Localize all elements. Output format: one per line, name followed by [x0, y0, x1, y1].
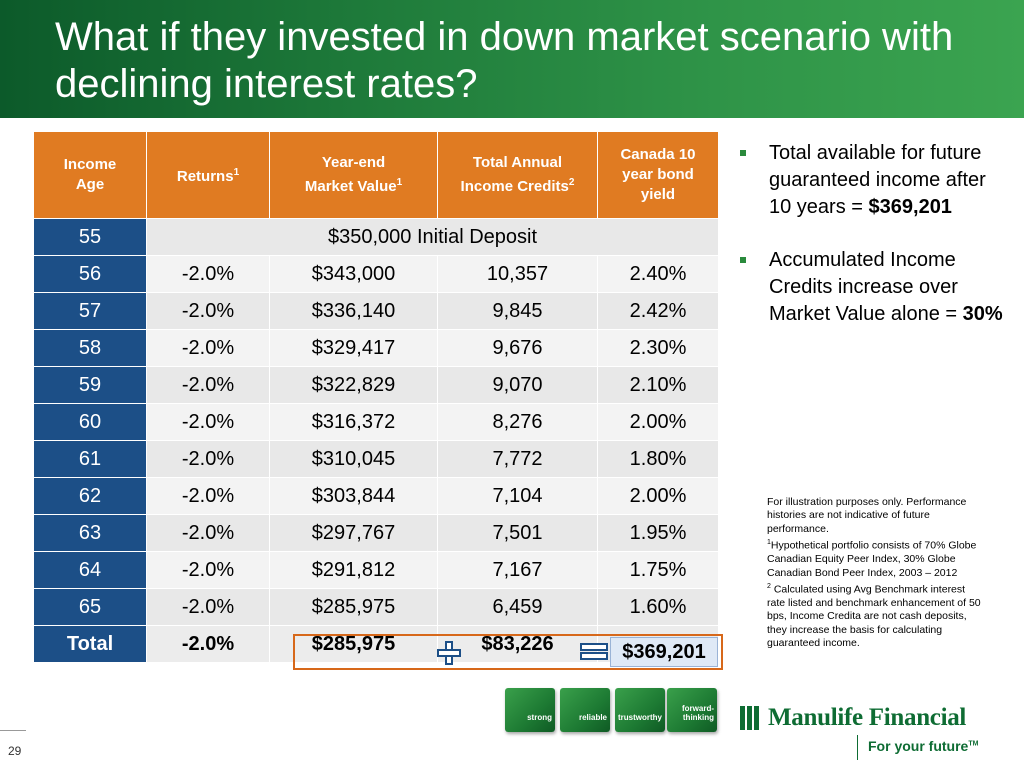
returns-cell: -2.0%	[146, 477, 270, 515]
age-cell: 59	[33, 366, 147, 404]
returns-cell: -2.0%	[146, 255, 270, 293]
market-value-cell: $336,140	[269, 292, 438, 330]
total-income-credits: $83,226	[437, 625, 598, 663]
brand-tagline: For your futureTM	[868, 738, 979, 754]
income-credits-cell: 7,772	[437, 440, 598, 478]
cube-forward-thinking: forward-thinking	[667, 688, 717, 732]
market-value-cell: $297,767	[269, 514, 438, 552]
age-cell: 57	[33, 292, 147, 330]
cube-reliable: reliable	[560, 688, 610, 732]
table-row: 64 -2.0% $291,812 7,167 1.75%	[33, 551, 719, 589]
investment-table: Income Age Returns1 Year-end Market Valu…	[33, 131, 719, 663]
table-row: 62 -2.0% $303,844 7,104 2.00%	[33, 477, 719, 515]
income-credits-cell: 7,501	[437, 514, 598, 552]
initial-deposit-cell: $350,000 Initial Deposit	[146, 218, 719, 256]
equals-icon	[580, 643, 608, 661]
table-row: 57 -2.0% $336,140 9,845 2.42%	[33, 292, 719, 330]
cube-trustworthy: trustworthy	[615, 688, 665, 732]
total-label: Total	[33, 625, 147, 663]
age-cell: 56	[33, 255, 147, 293]
returns-cell: -2.0%	[146, 403, 270, 441]
age-cell: 65	[33, 588, 147, 626]
bond-yield-cell: 1.80%	[597, 440, 719, 478]
table-row: 56 -2.0% $343,000 10,357 2.40%	[33, 255, 719, 293]
page-number-rule	[0, 730, 26, 731]
income-credits-cell: 9,676	[437, 329, 598, 367]
returns-cell: -2.0%	[146, 588, 270, 626]
market-value-cell: $310,045	[269, 440, 438, 478]
bullet-square-icon	[740, 257, 746, 263]
cube-strong: strong	[505, 688, 555, 732]
bullet-item: Total available for future guaranteed in…	[738, 140, 1008, 221]
market-value-cell: $291,812	[269, 551, 438, 589]
bond-yield-cell: 2.00%	[597, 403, 719, 441]
title-banner: What if they invested in down market sce…	[0, 0, 1024, 118]
bond-yield-cell: 2.42%	[597, 292, 719, 330]
age-cell: 60	[33, 403, 147, 441]
header-income-credits: Total Annual Income Credits2	[437, 131, 598, 219]
bullet-list: Total available for future guaranteed in…	[738, 140, 1008, 354]
header-market-value: Year-end Market Value1	[269, 131, 438, 219]
bond-yield-cell: 1.75%	[597, 551, 719, 589]
table-row: 58 -2.0% $329,417 9,676 2.30%	[33, 329, 719, 367]
market-value-cell: $316,372	[269, 403, 438, 441]
age-cell: 55	[33, 218, 147, 256]
income-credits-cell: 9,845	[437, 292, 598, 330]
income-credits-cell: 10,357	[437, 255, 598, 293]
footnote: For illustration purposes only. Performa…	[767, 496, 981, 650]
page-number: 29	[8, 744, 22, 758]
table-row-initial: 55 $350,000 Initial Deposit	[33, 218, 719, 256]
header-returns: Returns1	[146, 131, 270, 219]
bond-yield-cell: 2.30%	[597, 329, 719, 367]
market-value-cell: $322,829	[269, 366, 438, 404]
returns-cell: -2.0%	[146, 292, 270, 330]
plus-icon	[437, 641, 461, 665]
income-credits-cell: 6,459	[437, 588, 598, 626]
bond-yield-cell: 1.95%	[597, 514, 719, 552]
grand-total-value: $369,201	[610, 637, 718, 667]
age-cell: 64	[33, 551, 147, 589]
market-value-cell: $329,417	[269, 329, 438, 367]
bond-yield-cell: 2.10%	[597, 366, 719, 404]
market-value-cell: $285,975	[269, 588, 438, 626]
income-credits-cell: 7,167	[437, 551, 598, 589]
table-row: 60 -2.0% $316,372 8,276 2.00%	[33, 403, 719, 441]
table-row: 65 -2.0% $285,975 6,459 1.60%	[33, 588, 719, 626]
returns-cell: -2.0%	[146, 514, 270, 552]
table-header-row: Income Age Returns1 Year-end Market Valu…	[33, 131, 719, 219]
total-market-value: $285,975	[269, 625, 438, 663]
returns-cell: -2.0%	[146, 440, 270, 478]
brand-name: Manulife Financial	[768, 704, 967, 731]
bond-yield-cell: 1.60%	[597, 588, 719, 626]
header-income-age: Income Age	[33, 131, 147, 219]
returns-cell: -2.0%	[146, 366, 270, 404]
income-credits-cell: 8,276	[437, 403, 598, 441]
manulife-logo-icon	[740, 706, 764, 730]
returns-cell: -2.0%	[146, 551, 270, 589]
tagline-divider	[857, 735, 858, 760]
market-value-cell: $343,000	[269, 255, 438, 293]
age-cell: 58	[33, 329, 147, 367]
page-title: What if they invested in down market sce…	[55, 15, 954, 106]
table-row: 63 -2.0% $297,767 7,501 1.95%	[33, 514, 719, 552]
table-row: 61 -2.0% $310,045 7,772 1.80%	[33, 440, 719, 478]
returns-cell: -2.0%	[146, 329, 270, 367]
brand-values-cubes: strong reliable trustworthy forward-thin…	[505, 684, 720, 736]
bond-yield-cell: 2.40%	[597, 255, 719, 293]
age-cell: 61	[33, 440, 147, 478]
bullet-item: Accumulated Income Credits increase over…	[738, 247, 1008, 328]
income-credits-cell: 9,070	[437, 366, 598, 404]
bullet-square-icon	[740, 150, 746, 156]
age-cell: 63	[33, 514, 147, 552]
header-bond-yield: Canada 10 year bond yield	[597, 131, 719, 219]
market-value-cell: $303,844	[269, 477, 438, 515]
age-cell: 62	[33, 477, 147, 515]
manulife-logo: Manulife Financial	[740, 704, 980, 734]
table-row: 59 -2.0% $322,829 9,070 2.10%	[33, 366, 719, 404]
bond-yield-cell: 2.00%	[597, 477, 719, 515]
total-returns: -2.0%	[146, 625, 270, 663]
income-credits-cell: 7,104	[437, 477, 598, 515]
